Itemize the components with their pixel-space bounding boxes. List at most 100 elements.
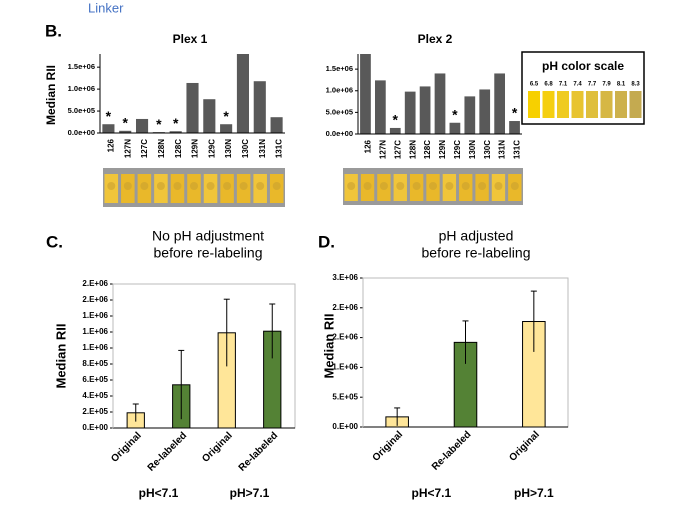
y-tick-label: 1.5e+06 [326, 64, 353, 73]
tube-dot [140, 182, 149, 190]
ph-swatch [571, 91, 584, 118]
x-tick-label: Re-labeled [237, 430, 281, 474]
ph-value: 8.3 [631, 82, 640, 88]
ph-swatch [586, 91, 598, 118]
ph-value: 6.5 [530, 82, 539, 88]
chart-title: Plex 2 [418, 32, 453, 46]
x-tick-label: 131N [498, 140, 507, 159]
x-tick-label: 131C [275, 139, 284, 158]
bar [119, 130, 132, 133]
bar [509, 121, 520, 134]
chart-title: Plex 1 [173, 32, 208, 46]
chart-title: before re-labeling [154, 245, 263, 261]
bar [389, 127, 401, 134]
y-tick-label: 4.E+05 [82, 391, 108, 400]
bar [169, 131, 182, 133]
ph-value: 8.1 [617, 82, 626, 88]
x-tick-label: Original [200, 430, 235, 465]
ph-scale-title: pH color scale [542, 59, 624, 73]
x-tick-label: 126 [364, 139, 373, 153]
bar [102, 124, 115, 133]
x-tick-label: 131C [513, 140, 522, 159]
tube-dot [396, 182, 405, 190]
tube-dot [412, 182, 421, 190]
bar [494, 73, 506, 134]
bar [253, 81, 266, 133]
y-tick-label: 2.E+06 [332, 303, 358, 312]
x-tick-label: Original [507, 429, 542, 464]
annotation: * [393, 112, 399, 128]
x-tick-label: 129N [438, 140, 447, 159]
bar [270, 117, 283, 133]
bar [203, 99, 216, 133]
tube-dot [223, 182, 232, 190]
ph-value: 7.7 [588, 82, 597, 88]
annotation: * [123, 115, 129, 131]
ph-swatch [528, 91, 540, 118]
annotation: * [223, 108, 229, 124]
x-tick-label: 131N [258, 139, 267, 158]
group-label: pH<7.1 [139, 486, 179, 500]
ph-swatch [615, 91, 627, 118]
x-tick-label: 126 [107, 138, 116, 152]
tube-dot [461, 182, 470, 190]
y-tick-label: 5.E+05 [332, 392, 358, 401]
y-tick-label: 0.E+00 [332, 422, 358, 431]
tube-dot [190, 182, 198, 190]
y-tick-label: 2.E+05 [82, 407, 108, 416]
y-axis-label: Median RII [44, 65, 58, 125]
annotation: * [106, 108, 112, 124]
x-tick-label: 128C [423, 140, 432, 159]
bar [404, 91, 416, 134]
annotation: * [512, 105, 518, 121]
group-label: pH>7.1 [514, 486, 554, 500]
y-tick-label: 1.0e+06 [68, 84, 95, 93]
x-tick-label: 129C [453, 140, 462, 159]
ph-swatch [542, 91, 555, 118]
y-tick-label: 1.E+06 [82, 311, 108, 320]
group-label: pH>7.1 [230, 486, 270, 500]
x-tick-label: 127N [123, 139, 132, 158]
x-tick-label: 130C [241, 139, 250, 158]
y-tick-label: 2.E+06 [82, 295, 108, 304]
x-tick-label: 129C [207, 139, 216, 158]
bar [479, 89, 491, 134]
tube-dot [107, 182, 116, 190]
x-tick-label: Re-labeled [430, 429, 474, 473]
y-tick-label: 2.E+06 [332, 333, 358, 342]
tube-dot [156, 182, 165, 190]
y-tick-label: 2.E+06 [82, 279, 108, 288]
chart-title: No pH adjustment [152, 228, 264, 244]
x-tick-label: 127N [378, 140, 387, 159]
x-tick-label: Original [371, 429, 406, 464]
y-tick-label: 1.5e+06 [68, 62, 95, 71]
tube-dot [379, 182, 388, 190]
x-tick-label: 128N [408, 140, 417, 159]
y-tick-label: 1.0e+06 [326, 86, 353, 95]
tube-dot [256, 182, 265, 190]
annotation: * [156, 116, 162, 132]
bar [135, 118, 149, 133]
y-tick-label: 0.0e+00 [68, 128, 95, 137]
tube-dot [429, 182, 437, 190]
x-tick-label: 128C [174, 139, 183, 158]
x-tick-label: 130N [468, 140, 477, 159]
tube-dot [123, 182, 132, 190]
bar [186, 82, 199, 133]
x-tick-label: Original [109, 430, 144, 465]
y-tick-label: 1.E+06 [82, 343, 108, 352]
bar [236, 54, 250, 133]
x-tick-label: 127C [140, 139, 149, 158]
ph-value: 6.8 [544, 82, 553, 88]
x-tick-label: 130N [224, 139, 233, 158]
panel-letter: C. [46, 232, 63, 251]
link-text: Linker [88, 0, 124, 15]
tube-dot [239, 182, 248, 190]
x-tick-label: 128N [157, 139, 166, 158]
x-tick-label: 130C [483, 140, 492, 159]
y-tick-label: 0.0e+00 [326, 129, 353, 138]
group-label: pH<7.1 [411, 486, 451, 500]
tube-dot [478, 182, 487, 190]
tube-dot [272, 182, 281, 190]
tube-dot [510, 182, 519, 190]
